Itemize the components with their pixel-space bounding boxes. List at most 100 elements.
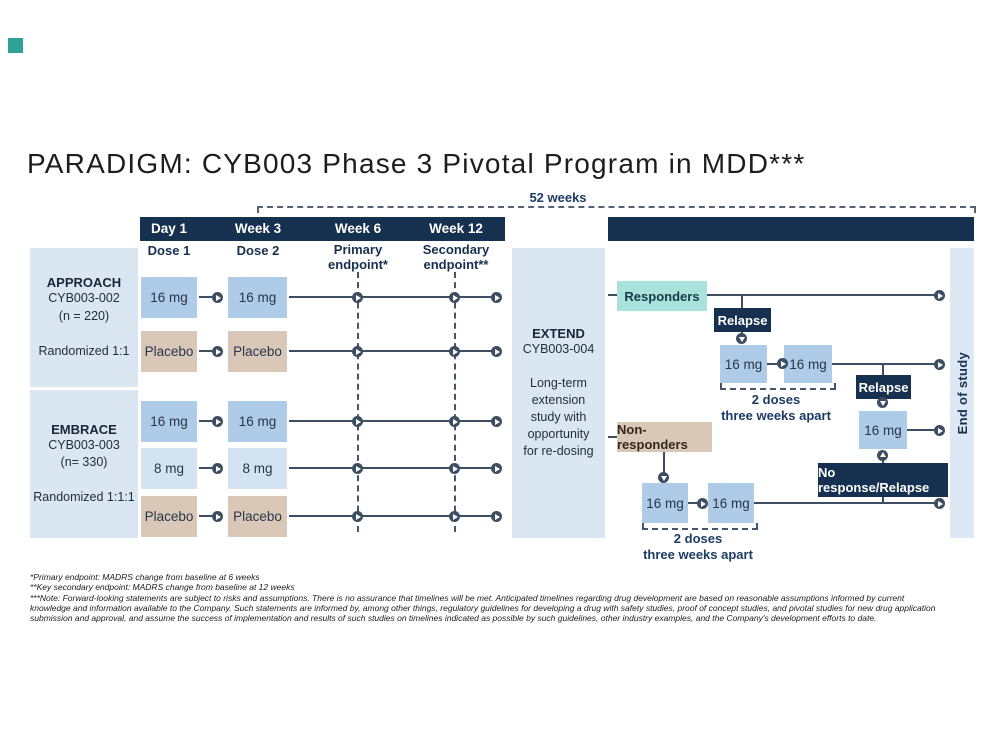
dose-interval-bracket <box>642 523 758 530</box>
connector-line <box>199 420 212 422</box>
week6-marker <box>352 292 363 303</box>
redose-box: 16 mg <box>720 345 767 383</box>
responders-box: Responders <box>617 281 707 311</box>
timeline-line <box>289 296 500 298</box>
redose-line <box>832 363 941 365</box>
end-of-study-column: End of study <box>950 248 974 538</box>
extension-header-bar <box>608 217 974 241</box>
dose-interval-note: 2 doses three weeks apart <box>721 392 831 424</box>
duration-bracket <box>257 206 976 213</box>
connector-line <box>199 350 212 352</box>
no-response-relapse-box: No response/Relapse <box>818 463 948 497</box>
study-name: EMBRACE <box>51 421 117 437</box>
arrow-marker <box>212 416 223 427</box>
end-of-study-label: End of study <box>954 351 970 435</box>
study-panel-embrace: EMBRACE CYB003-003 (n= 330) Randomized 1… <box>30 390 138 538</box>
study-name: APPROACH <box>46 275 122 290</box>
end-marker <box>491 292 502 303</box>
week12-marker <box>449 292 460 303</box>
footnotes: *Primary endpoint: MADRS change from bas… <box>30 572 935 624</box>
col-sub-primary-endpoint: Primary endpoint* <box>328 242 388 272</box>
timeline-header-bar <box>140 217 505 241</box>
arrow-down-marker <box>877 397 888 408</box>
col-sub-secondary-endpoint: Secondary endpoint** <box>422 242 490 272</box>
dose-box-day1: 16 mg <box>141 277 197 318</box>
brand-mark-icon <box>8 38 23 53</box>
relapse-box-2: Relapse <box>856 375 911 399</box>
timeline-line <box>289 515 500 517</box>
footnote-line: submission and approval, and assume the … <box>30 613 877 624</box>
dose-interval-note: 2 doses three weeks apart <box>643 531 753 563</box>
timeline-line <box>289 467 500 469</box>
study-details: CYB003-003 (n= 330) Randomized 1:1:1 <box>33 437 135 505</box>
duration-label: 52 weeks <box>529 190 587 205</box>
dose-box-day1: Placebo <box>141 331 197 372</box>
arrow-marker <box>777 358 788 369</box>
week12-marker <box>449 511 460 522</box>
dose-box-day1: Placebo <box>141 496 197 537</box>
relapse2-drop-line <box>882 365 884 377</box>
relapse-box-1: Relapse <box>714 308 771 332</box>
week6-marker <box>352 463 363 474</box>
footnote-line: ***Note: Forward-looking statements are … <box>30 592 905 603</box>
page-title: PARADIGM: CYB003 Phase 3 Pivotal Program… <box>27 148 806 179</box>
col-sub-dose1: Dose 1 <box>147 243 191 258</box>
col-header-week12: Week 12 <box>429 221 483 236</box>
week12-gridline <box>454 272 456 532</box>
non-responders-drop-line <box>663 452 665 478</box>
responders-line <box>707 294 941 296</box>
redose-box: 16 mg <box>859 411 907 449</box>
arrow-marker <box>212 346 223 357</box>
arrow-marker <box>212 292 223 303</box>
end-marker <box>491 511 502 522</box>
arrow-marker <box>212 511 223 522</box>
end-marker <box>491 346 502 357</box>
footnote-line: knowledge and information available to t… <box>30 603 936 614</box>
week12-marker <box>449 416 460 427</box>
extend-details: CYB003-004 Long-term extension study wit… <box>522 342 595 458</box>
connector-line <box>688 502 700 504</box>
end-marker <box>934 290 945 301</box>
stub-line <box>608 294 617 296</box>
arrow-up-marker <box>877 450 888 461</box>
study-panel-approach: APPROACH CYB003-002 (n = 220) Randomized… <box>30 248 138 387</box>
non-responders-line <box>754 502 941 504</box>
end-marker <box>934 425 945 436</box>
week12-marker <box>449 463 460 474</box>
week12-marker <box>449 346 460 357</box>
end-marker <box>491 416 502 427</box>
redose-box: 16 mg <box>708 483 754 523</box>
dose-box-day1: 8 mg <box>141 448 197 489</box>
redose-box: 16 mg <box>642 483 688 523</box>
dose-box-week3: 16 mg <box>228 401 287 442</box>
arrow-down-marker <box>658 472 669 483</box>
dose-box-day1: 16 mg <box>141 401 197 442</box>
end-marker <box>934 359 945 370</box>
redose-line <box>907 429 941 431</box>
connector-line <box>199 515 212 517</box>
dose-box-week3: Placebo <box>228 331 287 372</box>
extend-name: EXTEND <box>532 326 585 342</box>
arrow-marker <box>212 463 223 474</box>
col-sub-dose2: Dose 2 <box>236 243 280 258</box>
connector-line <box>199 467 212 469</box>
extend-panel: EXTEND CYB003-004 Long-term extension st… <box>512 248 605 538</box>
dose-box-week3: Placebo <box>228 496 287 537</box>
week6-marker <box>352 346 363 357</box>
arrow-down-marker <box>736 333 747 344</box>
end-marker <box>491 463 502 474</box>
arrow-marker <box>697 498 708 509</box>
stub-line <box>608 436 617 438</box>
connector-line <box>767 363 779 365</box>
connector-line <box>199 296 212 298</box>
end-marker <box>934 498 945 509</box>
footnote-line: **Key secondary endpoint: MADRS change f… <box>30 582 295 593</box>
col-header-week6: Week 6 <box>334 221 382 236</box>
col-header-week3: Week 3 <box>234 221 282 236</box>
dose-box-week3: 8 mg <box>228 448 287 489</box>
non-responders-box: Non-responders <box>617 422 712 452</box>
timeline-line <box>289 420 500 422</box>
timeline-line <box>289 350 500 352</box>
redose-box: 16 mg <box>784 345 832 383</box>
